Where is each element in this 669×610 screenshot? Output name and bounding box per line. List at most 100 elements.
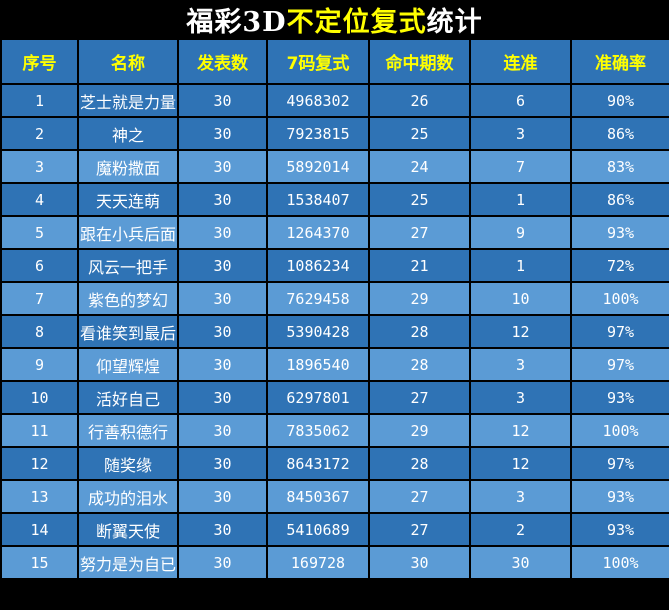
cell-published: 30 bbox=[177, 116, 268, 151]
cell-complex: 5390428 bbox=[266, 314, 370, 349]
cell-index: 9 bbox=[0, 347, 79, 382]
cell-name: 活好自己 bbox=[77, 380, 179, 415]
cell-index: 1 bbox=[0, 83, 79, 118]
cell-published: 30 bbox=[177, 281, 268, 316]
cell-complex: 7923815 bbox=[266, 116, 370, 151]
cell-complex: 1538407 bbox=[266, 182, 370, 217]
header-row: 序号 名称 发表数 7码复式 命中期数 连准 准确率 bbox=[0, 38, 669, 85]
column-header-complex: 7码复式 bbox=[266, 38, 370, 85]
table-row: 4 天天连萌 30 1538407 25 1 86% bbox=[0, 182, 669, 217]
cell-hits: 28 bbox=[368, 446, 471, 481]
table-body: 1 芝士就是力量 30 4968302 26 6 90% 2 神之 30 7923815 25 3 86%… bbox=[0, 83, 669, 580]
cell-name: 魔粉撒面 bbox=[77, 149, 179, 184]
cell-name: 看谁笑到最后 bbox=[77, 314, 179, 349]
cell-hits: 30 bbox=[368, 545, 471, 580]
cell-accuracy: 86% bbox=[570, 116, 669, 151]
cell-name: 芝士就是力量 bbox=[77, 83, 179, 118]
cell-index: 13 bbox=[0, 479, 79, 514]
cell-published: 30 bbox=[177, 347, 268, 382]
column-header-name: 名称 bbox=[77, 38, 179, 85]
cell-name: 紫色的梦幻 bbox=[77, 281, 179, 316]
cell-published: 30 bbox=[177, 182, 268, 217]
cell-streak: 1 bbox=[469, 182, 572, 217]
cell-complex: 8450367 bbox=[266, 479, 370, 514]
cell-streak: 3 bbox=[469, 347, 572, 382]
cell-published: 30 bbox=[177, 446, 268, 481]
cell-complex: 8643172 bbox=[266, 446, 370, 481]
cell-published: 30 bbox=[177, 413, 268, 448]
cell-streak: 7 bbox=[469, 149, 572, 184]
table-row: 9 仰望辉煌 30 1896540 28 3 97% bbox=[0, 347, 669, 382]
cell-index: 8 bbox=[0, 314, 79, 349]
page-title: 福彩3D 不定位复式 统计 bbox=[0, 0, 669, 38]
cell-published: 30 bbox=[177, 545, 268, 580]
cell-streak: 1 bbox=[469, 248, 572, 283]
cell-index: 11 bbox=[0, 413, 79, 448]
cell-accuracy: 86% bbox=[570, 182, 669, 217]
cell-published: 30 bbox=[177, 512, 268, 547]
cell-published: 30 bbox=[177, 149, 268, 184]
cell-hits: 21 bbox=[368, 248, 471, 283]
cell-name: 努力是为自已 bbox=[77, 545, 179, 580]
cell-index: 3 bbox=[0, 149, 79, 184]
table-row: 12 随奖缘 30 8643172 28 12 97% bbox=[0, 446, 669, 481]
cell-name: 仰望辉煌 bbox=[77, 347, 179, 382]
cell-streak: 3 bbox=[469, 380, 572, 415]
cell-published: 30 bbox=[177, 248, 268, 283]
cell-published: 30 bbox=[177, 314, 268, 349]
cell-hits: 24 bbox=[368, 149, 471, 184]
cell-published: 30 bbox=[177, 215, 268, 250]
table-row: 1 芝士就是力量 30 4968302 26 6 90% bbox=[0, 83, 669, 118]
cell-name: 成功的泪水 bbox=[77, 479, 179, 514]
cell-accuracy: 100% bbox=[570, 281, 669, 316]
cell-streak: 2 bbox=[469, 512, 572, 547]
cell-streak: 12 bbox=[469, 314, 572, 349]
cell-complex: 169728 bbox=[266, 545, 370, 580]
cell-name: 随奖缘 bbox=[77, 446, 179, 481]
cell-complex: 7835062 bbox=[266, 413, 370, 448]
cell-accuracy: 72% bbox=[570, 248, 669, 283]
cell-accuracy: 93% bbox=[570, 215, 669, 250]
cell-streak: 6 bbox=[469, 83, 572, 118]
cell-complex: 4968302 bbox=[266, 83, 370, 118]
cell-hits: 27 bbox=[368, 215, 471, 250]
cell-streak: 30 bbox=[469, 545, 572, 580]
cell-complex: 5410689 bbox=[266, 512, 370, 547]
cell-complex: 1264370 bbox=[266, 215, 370, 250]
cell-index: 14 bbox=[0, 512, 79, 547]
cell-name: 跟在小兵后面 bbox=[77, 215, 179, 250]
title-part-highlight: 不定位复式 bbox=[286, 6, 427, 38]
table-row: 10 活好自己 30 6297801 27 3 93% bbox=[0, 380, 669, 415]
cell-streak: 3 bbox=[469, 479, 572, 514]
cell-complex: 1896540 bbox=[266, 347, 370, 382]
cell-index: 10 bbox=[0, 380, 79, 415]
title-part-suffix: 统计 bbox=[426, 6, 483, 38]
cell-index: 2 bbox=[0, 116, 79, 151]
cell-accuracy: 97% bbox=[570, 314, 669, 349]
cell-hits: 25 bbox=[368, 182, 471, 217]
cell-published: 30 bbox=[177, 380, 268, 415]
column-header-streak: 连准 bbox=[469, 38, 572, 85]
cell-index: 15 bbox=[0, 545, 79, 580]
cell-accuracy: 93% bbox=[570, 479, 669, 514]
table-row: 7 紫色的梦幻 30 7629458 29 10 100% bbox=[0, 281, 669, 316]
table-row: 15 努力是为自已 30 169728 30 30 100% bbox=[0, 545, 669, 580]
stats-table: 序号 名称 发表数 7码复式 命中期数 连准 准确率 1 芝士就是力量 30 4968302 26 6… bbox=[0, 38, 669, 580]
cell-accuracy: 90% bbox=[570, 83, 669, 118]
cell-published: 30 bbox=[177, 479, 268, 514]
cell-index: 12 bbox=[0, 446, 79, 481]
cell-name: 断翼天使 bbox=[77, 512, 179, 547]
table-row: 13 成功的泪水 30 8450367 27 3 93% bbox=[0, 479, 669, 514]
cell-hits: 26 bbox=[368, 83, 471, 118]
cell-hits: 29 bbox=[368, 413, 471, 448]
cell-hits: 28 bbox=[368, 314, 471, 349]
table-row: 11 行善积德行 30 7835062 29 12 100% bbox=[0, 413, 669, 448]
table-row: 3 魔粉撒面 30 5892014 24 7 83% bbox=[0, 149, 669, 184]
table-row: 6 风云一把手 30 1086234 21 1 72% bbox=[0, 248, 669, 283]
column-header-published: 发表数 bbox=[177, 38, 268, 85]
table-row: 8 看谁笑到最后 30 5390428 28 12 97% bbox=[0, 314, 669, 349]
cell-complex: 6297801 bbox=[266, 380, 370, 415]
cell-index: 4 bbox=[0, 182, 79, 217]
cell-accuracy: 97% bbox=[570, 446, 669, 481]
